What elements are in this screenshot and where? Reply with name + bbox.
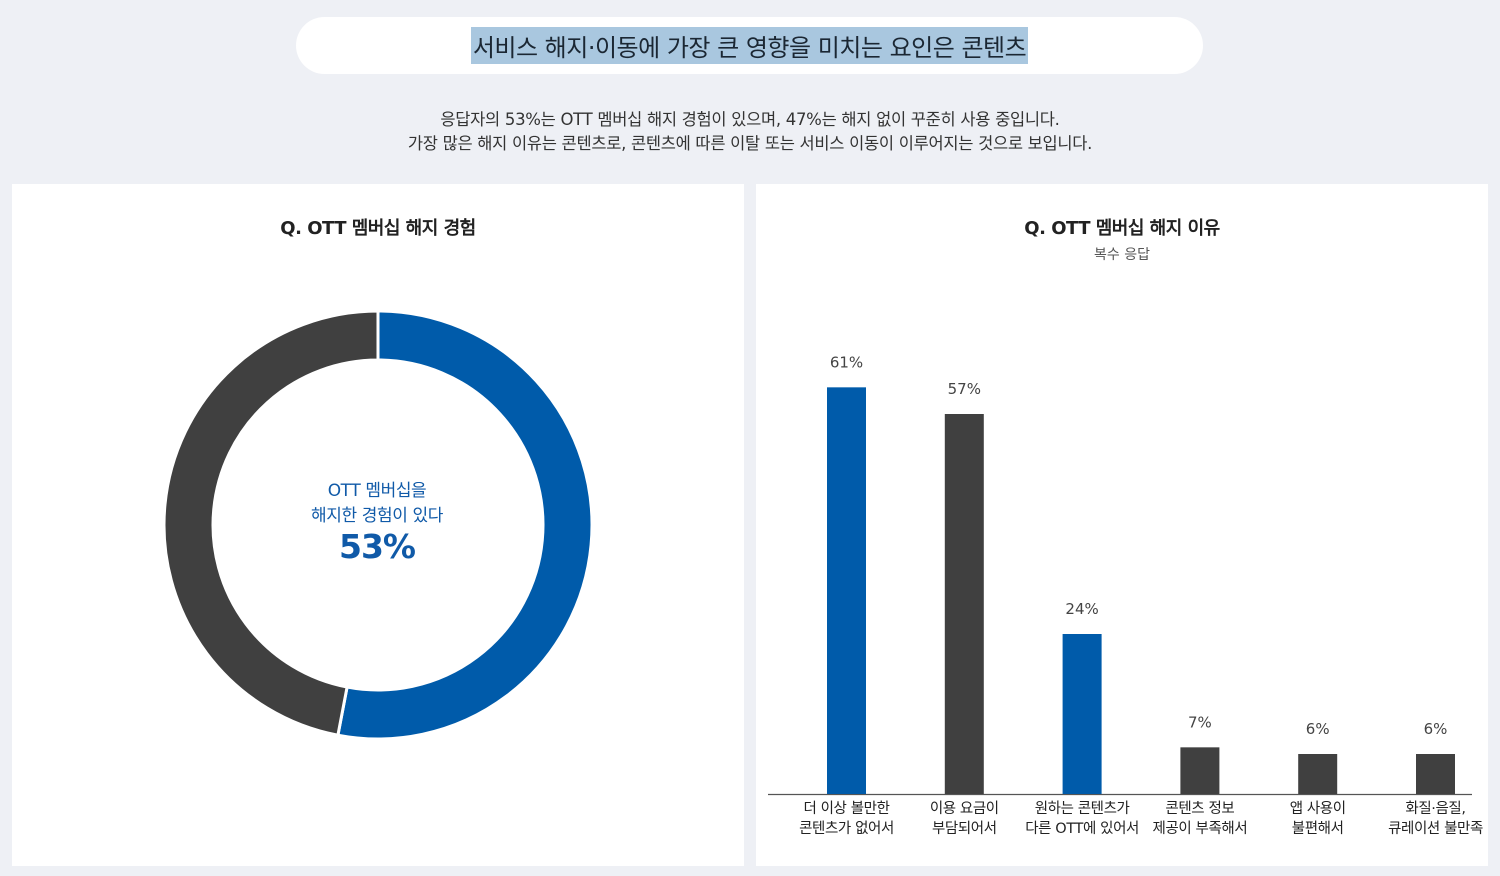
- bar-value-label-1: 57%: [948, 380, 981, 398]
- description-line-1: 응답자의 53%는 OTT 멤버십 해지 경험이 있으며, 47%는 해지 없이…: [440, 110, 1060, 129]
- donut-center-label-line-1: OTT 멤버십을: [327, 481, 427, 501]
- bar-value-label-5: 6%: [1424, 720, 1448, 738]
- headline-pill: 서비스 해지·이동에 가장 큰 영향을 미치는 요인은 콘텐츠: [296, 17, 1203, 74]
- bar-0: [827, 387, 866, 794]
- bar-3: [1180, 747, 1220, 794]
- donut-panel: Q. OTT 멤버십 해지 경험 OTT 멤버십을 해지한 경험이 있다 53%: [12, 184, 744, 866]
- x-tick-label-4-line-1: 불편해서: [1291, 821, 1344, 837]
- donut-title: Q. OTT 멤버십 해지 경험: [280, 218, 476, 239]
- x-tick-label-3-line-0: 콘텐츠 정보: [1165, 801, 1235, 817]
- donut-center-label: OTT 멤버십을 해지한 경험이 있다: [227, 479, 527, 529]
- donut-slice-0: [336, 309, 594, 741]
- x-tick-label-5: 화질·음질, 큐레이션 불만족: [1366, 799, 1500, 839]
- bar-panel: Q. OTT 멤버십 해지 이유 복수 응답 61% 57% 24% 7% 6% 6% 더…: [756, 184, 1488, 866]
- donut-slice-1: [162, 309, 380, 737]
- description-line-2: 가장 많은 해지 이유는 콘텐츠로, 콘텐츠에 따른 이탈 또는 서비스 이동이…: [407, 134, 1093, 153]
- x-tick-label-1-line-1: 부담되어서: [931, 821, 997, 837]
- bar-subtitle: 복수 응답: [1094, 247, 1150, 263]
- x-tick-label-2-line-1: 다른 OTT에 있어서: [1025, 821, 1139, 837]
- bar-2: [1062, 634, 1102, 794]
- bar-5: [1416, 754, 1455, 794]
- x-tick-label-0-line-1: 콘텐츠가 없어서: [799, 821, 894, 837]
- donut-center-value: 53%: [339, 527, 416, 566]
- x-tick-label-1-line-0: 이용 요금이: [929, 801, 999, 817]
- donut-chart: [162, 309, 594, 741]
- x-tick-label-2-line-0: 원하는 콘텐츠가: [1034, 801, 1130, 817]
- x-tick-label-0-line-0: 더 이상 볼만한: [803, 801, 890, 817]
- description: 응답자의 53%는 OTT 멤버십 해지 경험이 있으며, 47%는 해지 없이…: [0, 108, 1500, 156]
- headline: 서비스 해지·이동에 가장 큰 영향을 미치는 요인은 콘텐츠: [470, 27, 1029, 64]
- x-tick-label-5-line-1: 큐레이션 불만족: [1388, 821, 1483, 837]
- bar-1: [944, 414, 984, 794]
- bar-title: Q. OTT 멤버십 해지 이유: [1024, 218, 1220, 239]
- donut-center-label-line-2: 해지한 경험이 있다: [311, 506, 443, 526]
- bar-value-label-2: 24%: [1065, 600, 1098, 618]
- x-tick-label-3-line-1: 제공이 부족해서: [1152, 821, 1248, 837]
- bar-4: [1298, 754, 1338, 794]
- x-tick-label-4-line-0: 앱 사용이: [1289, 801, 1346, 817]
- x-tick-label-5-line-0: 화질·음질,: [1405, 801, 1466, 817]
- bar-value-label-0: 61%: [830, 353, 863, 371]
- bar-value-label-4: 6%: [1306, 720, 1330, 738]
- bar-value-label-3: 7%: [1188, 713, 1212, 731]
- bar-chart: 61% 57% 24% 7% 6% 6%: [768, 353, 1472, 796]
